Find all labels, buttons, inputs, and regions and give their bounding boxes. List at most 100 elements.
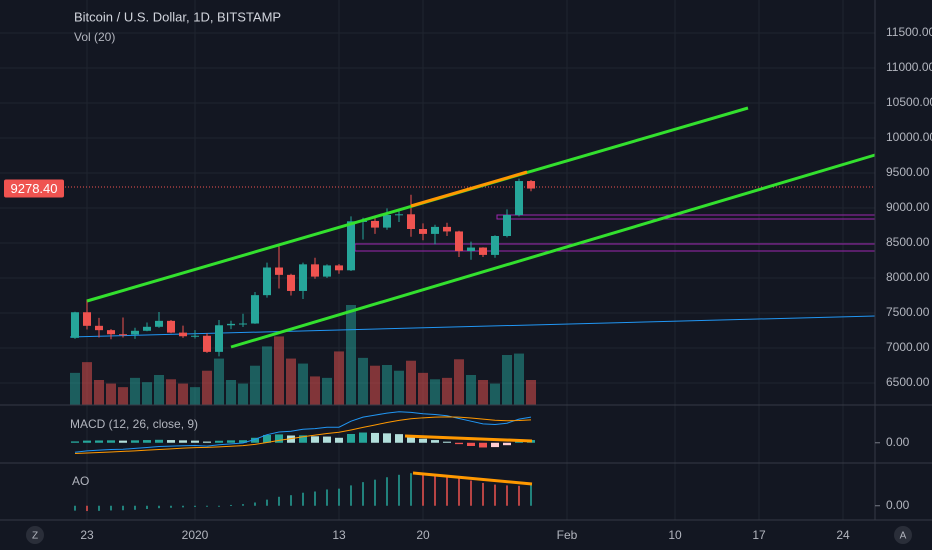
histogram-bar bbox=[95, 440, 103, 443]
x-tick-label: 20 bbox=[416, 528, 430, 542]
last-price-tag bbox=[4, 179, 64, 198]
candle-body bbox=[467, 247, 475, 252]
volume-bar bbox=[442, 377, 452, 405]
histogram-bar bbox=[347, 434, 355, 443]
volume-bar bbox=[358, 357, 368, 405]
macd-line bbox=[74, 411, 532, 453]
indicator-label: MACD (12, 26, close, 9) bbox=[70, 417, 198, 431]
candle-body bbox=[491, 235, 499, 255]
histogram-bar bbox=[239, 440, 247, 443]
ao-bar bbox=[434, 474, 436, 506]
volume-bar bbox=[118, 387, 128, 405]
toolbar-button-label[interactable]: A bbox=[900, 531, 907, 542]
candle-body bbox=[323, 265, 331, 277]
y-tick-label: 6500.00 bbox=[886, 375, 930, 389]
histogram-bar bbox=[503, 442, 511, 446]
volume-bar bbox=[250, 365, 260, 405]
candle-body bbox=[527, 181, 535, 189]
volume-bar bbox=[370, 365, 380, 405]
candle-body bbox=[203, 335, 211, 352]
volume-bar bbox=[514, 353, 524, 405]
y-tick-label: 9500.00 bbox=[886, 165, 930, 179]
chart-title: Bitcoin / U.S. Dollar, 1D, BITSTAMP bbox=[74, 9, 281, 24]
histogram-bar bbox=[191, 440, 199, 443]
ao-bar bbox=[158, 505, 160, 509]
volume-bar bbox=[214, 358, 224, 405]
ao-bar bbox=[74, 505, 76, 511]
histogram-bar bbox=[383, 433, 391, 443]
candles bbox=[71, 178, 535, 357]
last-price-label: 9278.40 bbox=[11, 181, 58, 196]
toolbar-button[interactable] bbox=[894, 526, 912, 544]
candle-body bbox=[71, 312, 79, 338]
candle-body bbox=[107, 330, 115, 335]
ao-bar bbox=[182, 505, 184, 508]
candle-body bbox=[251, 295, 259, 324]
candle-body bbox=[443, 226, 451, 232]
candle-body bbox=[215, 325, 223, 352]
ao-bar bbox=[230, 504, 232, 506]
volume-bar bbox=[178, 383, 188, 405]
candle-body bbox=[371, 220, 379, 228]
ao-bar bbox=[314, 491, 316, 506]
ao-bar bbox=[86, 505, 88, 512]
ao-bar bbox=[530, 484, 532, 506]
y-tick-label: 7000.00 bbox=[886, 340, 930, 354]
volume-bar bbox=[262, 346, 272, 405]
candle-body bbox=[299, 264, 307, 291]
candle-body bbox=[455, 231, 463, 252]
candle-body bbox=[275, 267, 283, 275]
toolbar-button-label[interactable]: Z bbox=[32, 531, 38, 542]
histogram-bar bbox=[359, 432, 367, 443]
volume-bar bbox=[130, 377, 140, 405]
ao-bar bbox=[398, 474, 400, 506]
candle-body bbox=[263, 267, 271, 296]
volume-bar bbox=[430, 379, 440, 405]
candle-body bbox=[419, 228, 427, 234]
histogram-bar bbox=[299, 435, 307, 443]
ao-bar bbox=[242, 504, 244, 506]
volume-bar bbox=[490, 383, 500, 405]
x-tick-label: 23 bbox=[80, 528, 94, 542]
volume-bar bbox=[142, 382, 152, 405]
histogram-bar bbox=[455, 442, 463, 445]
candle-body bbox=[179, 332, 187, 337]
ao-bar bbox=[422, 473, 424, 506]
volume-bar bbox=[70, 372, 80, 405]
histogram-bar bbox=[323, 436, 331, 443]
histogram-bar bbox=[227, 440, 235, 443]
histogram-bar bbox=[443, 441, 451, 443]
volume-bar bbox=[526, 380, 536, 405]
y-tick-label: 10000.00 bbox=[886, 130, 932, 144]
volume-bar bbox=[286, 358, 296, 405]
volume-bar bbox=[310, 376, 320, 405]
ao-bar bbox=[494, 484, 496, 506]
volume-bar bbox=[274, 336, 284, 405]
volume-bar bbox=[322, 377, 332, 405]
histogram-bar bbox=[251, 437, 259, 443]
volume-bar bbox=[238, 383, 248, 405]
ao-bar bbox=[410, 473, 412, 506]
candle-body bbox=[311, 264, 319, 277]
ao-bar bbox=[170, 505, 172, 508]
ao-bar bbox=[506, 485, 508, 506]
candle-body bbox=[347, 221, 355, 271]
candle-body bbox=[227, 323, 235, 326]
ao-bar bbox=[134, 505, 136, 510]
volume-bar bbox=[94, 380, 104, 405]
histogram-bar bbox=[155, 439, 163, 443]
x-tick-label: 24 bbox=[836, 528, 850, 542]
toolbar-button[interactable] bbox=[26, 526, 44, 544]
macd-layer bbox=[71, 411, 535, 455]
ao-bar bbox=[362, 482, 364, 506]
histogram-bar bbox=[83, 440, 91, 443]
x-tick-label: 10 bbox=[668, 528, 682, 542]
candle-body bbox=[431, 226, 439, 234]
ao-bar bbox=[338, 488, 340, 506]
volume-bar bbox=[154, 375, 164, 405]
ao-bar bbox=[458, 478, 460, 506]
x-tick-label: Feb bbox=[557, 528, 578, 542]
histogram-bar bbox=[467, 442, 475, 447]
volume-bar bbox=[454, 359, 464, 405]
candle-body bbox=[143, 326, 151, 331]
